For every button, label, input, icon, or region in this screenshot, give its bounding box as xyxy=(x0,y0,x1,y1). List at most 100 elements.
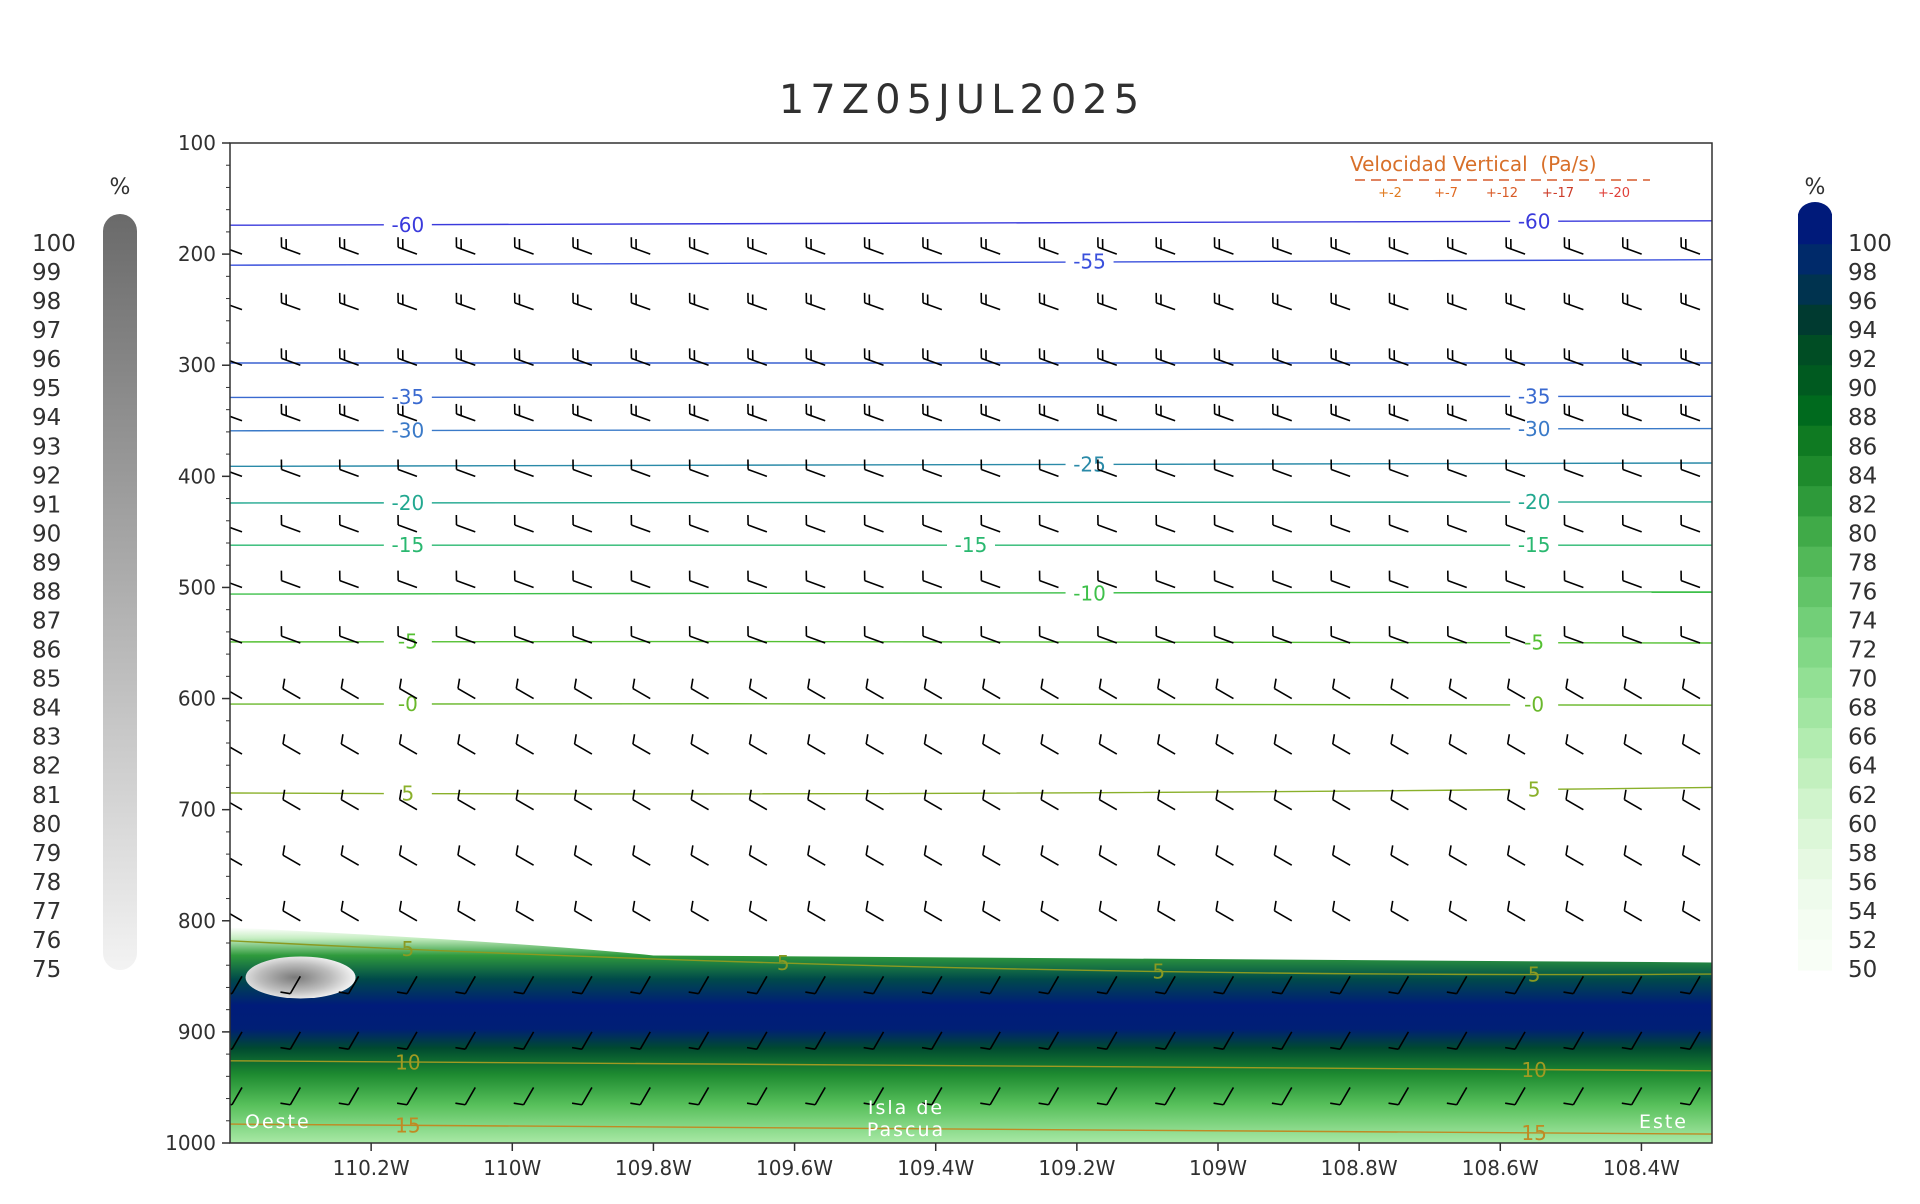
left-colorbar-label: 91 xyxy=(32,492,61,518)
right-colorbar-step xyxy=(1798,668,1832,699)
wind-barb-feather xyxy=(1683,679,1685,689)
annotation-oeste: Oeste xyxy=(245,1111,311,1133)
wind-barb-shaft xyxy=(983,689,1000,699)
wind-barb-shaft xyxy=(1683,689,1700,699)
right-colorbar-step xyxy=(1798,547,1832,578)
wind-barb-shaft xyxy=(582,1143,592,1160)
wind-barb-feather xyxy=(1272,1159,1282,1161)
wind-barb-shaft xyxy=(1391,855,1408,865)
wind-barb-shaft xyxy=(282,469,301,476)
wind-barb-shaft xyxy=(1041,855,1058,865)
wind-barb-shaft xyxy=(1690,1143,1700,1160)
wind-barb-feather xyxy=(516,790,518,800)
x-tick-label: 109.4W xyxy=(897,1156,974,1180)
wind-barb-shaft xyxy=(865,469,884,476)
wind-barb-shaft xyxy=(573,469,592,476)
wind-barb-shaft xyxy=(456,358,475,365)
wind-barb-shaft xyxy=(925,911,942,921)
wind-barb-shaft xyxy=(282,525,301,532)
wind-barb-feather xyxy=(691,734,693,744)
wind-barb-shaft xyxy=(1449,800,1466,810)
wind-barb-shaft xyxy=(1390,303,1409,310)
wind-barb-feather xyxy=(1158,845,1160,855)
wind-barb-shaft xyxy=(282,581,301,588)
right-colorbar-unit: % xyxy=(1805,175,1826,200)
wind-barb-feather xyxy=(1155,1159,1165,1161)
left-colorbar-label: 78 xyxy=(32,870,61,896)
wind-barb-shaft xyxy=(748,358,767,365)
right-colorbar-step xyxy=(1798,879,1832,910)
wind-barb-feather xyxy=(983,901,985,911)
wind-barb-shaft xyxy=(1098,525,1117,532)
wind-barb-shaft xyxy=(1216,744,1233,754)
wind-barb-feather xyxy=(1624,790,1626,800)
wind-barb-feather xyxy=(1449,845,1451,855)
wind-barb-feather xyxy=(1449,679,1451,689)
wind-barb-shaft xyxy=(1274,689,1291,699)
contour-label: 5 xyxy=(777,951,790,975)
wind-barb-shaft xyxy=(1681,581,1700,588)
wind-barb-feather xyxy=(283,901,285,911)
wind-barb-shaft xyxy=(1448,358,1467,365)
wind-barb-feather xyxy=(458,790,460,800)
right-colorbar-step xyxy=(1798,365,1832,396)
wind-barb-shaft xyxy=(400,744,417,754)
wind-barb-shaft xyxy=(458,689,475,699)
wind-barb-shaft xyxy=(1623,247,1642,254)
wind-barb-feather xyxy=(1391,679,1393,689)
wind-barb-feather xyxy=(1216,901,1218,911)
wind-barb-shaft xyxy=(806,469,825,476)
wind-barb-feather xyxy=(1216,845,1218,855)
left-colorbar-label: 82 xyxy=(32,754,61,780)
wind-barb-shaft xyxy=(633,855,650,865)
wind-barb-shaft xyxy=(1390,469,1409,476)
wind-barb-shaft xyxy=(398,247,417,254)
wind-barb-shaft xyxy=(283,800,300,810)
left-colorbar-label: 96 xyxy=(32,347,61,373)
wind-barb-shaft xyxy=(1041,911,1058,921)
wind-barb-shaft xyxy=(631,414,650,421)
wind-barb-shaft xyxy=(690,247,709,254)
wind-barb-feather xyxy=(808,845,810,855)
wind-barb-shaft xyxy=(808,800,825,810)
wind-barb-shaft xyxy=(1683,800,1700,810)
x-tick-label: 108.4W xyxy=(1603,1156,1680,1180)
wind-barb-shaft xyxy=(631,358,650,365)
wind-barb-shaft xyxy=(1215,525,1234,532)
wind-barb-shaft xyxy=(1566,911,1583,921)
wind-barb-shaft xyxy=(1040,469,1059,476)
wind-barb-shaft xyxy=(1623,414,1642,421)
x-tick-label: 109.2W xyxy=(1038,1156,1115,1180)
wind-barb-shaft xyxy=(458,911,475,921)
wind-barb-feather xyxy=(925,845,927,855)
wind-barb-shaft xyxy=(1040,303,1059,310)
right-colorbar-step xyxy=(1798,456,1832,487)
wind-barb-shaft xyxy=(398,358,417,365)
wind-barb-shaft xyxy=(1216,800,1233,810)
wind-barb-shaft xyxy=(1098,358,1117,365)
contour-label: 15 xyxy=(1521,1121,1546,1145)
wind-barb-feather xyxy=(1683,845,1685,855)
wind-barb-shaft xyxy=(981,469,1000,476)
wind-barb-feather xyxy=(925,679,927,689)
wind-barb-shaft xyxy=(808,911,825,921)
contour-label: 10 xyxy=(395,1050,420,1074)
right-colorbar-label: 74 xyxy=(1848,609,1877,635)
wind-barb-feather xyxy=(572,1159,582,1161)
right-colorbar-step xyxy=(1798,426,1832,457)
left-colorbar-label: 97 xyxy=(32,318,61,344)
wind-barb-shaft xyxy=(631,525,650,532)
temperature-contour xyxy=(230,429,1712,431)
wind-barb-shaft xyxy=(283,744,300,754)
wind-barb-shaft xyxy=(1508,911,1525,921)
wind-barb-shaft xyxy=(1215,469,1234,476)
wind-barb-shaft xyxy=(1040,525,1059,532)
wind-barb-shaft xyxy=(282,303,301,310)
wind-barb-feather xyxy=(341,734,343,744)
wind-barb-feather xyxy=(400,901,402,911)
left-colorbar-label: 98 xyxy=(32,289,61,315)
wind-barb-feather xyxy=(1508,845,1510,855)
wind-barb-feather xyxy=(1391,845,1393,855)
wind-barb-shaft xyxy=(575,855,592,865)
